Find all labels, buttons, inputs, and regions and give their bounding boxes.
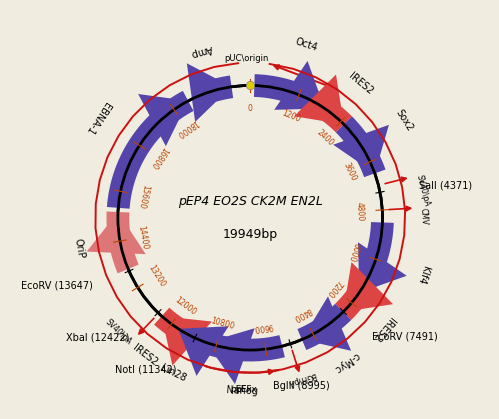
Polygon shape — [358, 242, 407, 293]
Polygon shape — [318, 99, 352, 132]
Text: IRES2: IRES2 — [130, 343, 159, 368]
Text: 12000: 12000 — [173, 295, 197, 317]
Text: SalI (4371): SalI (4371) — [419, 181, 472, 191]
Text: NotI (11342): NotI (11342) — [115, 365, 176, 375]
Polygon shape — [343, 262, 393, 312]
Text: Oct4: Oct4 — [294, 36, 319, 53]
Text: pUC\origin: pUC\origin — [224, 54, 268, 63]
Polygon shape — [162, 316, 212, 365]
Polygon shape — [187, 63, 232, 122]
Text: 16800: 16800 — [148, 145, 169, 171]
Polygon shape — [333, 125, 389, 173]
Text: pEFx: pEFx — [235, 385, 257, 394]
Text: 2400: 2400 — [315, 128, 335, 148]
Text: Sox2: Sox2 — [393, 108, 415, 133]
Polygon shape — [335, 286, 369, 320]
Text: 8400: 8400 — [291, 305, 313, 323]
Text: 0: 0 — [248, 104, 252, 113]
Text: IRES2: IRES2 — [347, 71, 375, 97]
Polygon shape — [336, 116, 386, 177]
Text: 1200: 1200 — [280, 108, 301, 124]
Text: Lin28: Lin28 — [159, 363, 188, 384]
Text: SV40\pA: SV40\pA — [414, 174, 431, 208]
Polygon shape — [350, 222, 394, 299]
Polygon shape — [274, 61, 325, 110]
Text: 19949bp: 19949bp — [223, 228, 278, 241]
Polygon shape — [294, 75, 344, 124]
Polygon shape — [203, 332, 285, 362]
Text: pEFx: pEFx — [230, 385, 251, 393]
Polygon shape — [191, 75, 233, 108]
Text: OriP: OriP — [72, 238, 86, 259]
Polygon shape — [87, 212, 146, 254]
Text: 18000: 18000 — [175, 118, 200, 139]
Text: 6000: 6000 — [347, 241, 362, 263]
Text: 4800: 4800 — [354, 202, 365, 221]
Text: pEP4 EO2S CK2M EN2L: pEP4 EO2S CK2M EN2L — [178, 195, 323, 208]
Polygon shape — [206, 328, 254, 384]
Text: 7200: 7200 — [324, 278, 344, 298]
Text: CMV: CMV — [419, 207, 429, 225]
Text: EcoRV (7491): EcoRV (7491) — [372, 331, 438, 341]
Text: 13200: 13200 — [147, 263, 167, 288]
Polygon shape — [302, 296, 351, 351]
Text: BglII (8995): BglII (8995) — [272, 381, 329, 391]
Text: 14400: 14400 — [136, 224, 149, 250]
Text: IRES2: IRES2 — [370, 315, 396, 343]
Polygon shape — [297, 304, 351, 350]
Polygon shape — [154, 308, 185, 338]
Polygon shape — [178, 326, 229, 376]
Text: Klf4: Klf4 — [415, 264, 431, 285]
Text: 3600: 3600 — [341, 160, 358, 182]
Polygon shape — [138, 94, 188, 146]
Text: 15600: 15600 — [136, 183, 150, 209]
Text: Amp: Amp — [190, 43, 214, 59]
Polygon shape — [106, 212, 139, 273]
Text: EcoRV (13647): EcoRV (13647) — [21, 280, 93, 290]
Text: BGH\pA: BGH\pA — [286, 370, 317, 388]
Polygon shape — [107, 91, 194, 209]
Polygon shape — [172, 319, 210, 353]
Text: SV40\pA: SV40\pA — [103, 318, 133, 347]
Text: c-Myc: c-Myc — [332, 350, 361, 374]
Text: 10800: 10800 — [209, 316, 235, 331]
Polygon shape — [254, 74, 331, 118]
Text: Nanog: Nanog — [226, 385, 258, 397]
Text: EBNA-1: EBNA-1 — [84, 100, 112, 136]
Text: 9600: 9600 — [253, 321, 273, 332]
Text: Xbal (12422): Xbal (12422) — [66, 333, 129, 343]
